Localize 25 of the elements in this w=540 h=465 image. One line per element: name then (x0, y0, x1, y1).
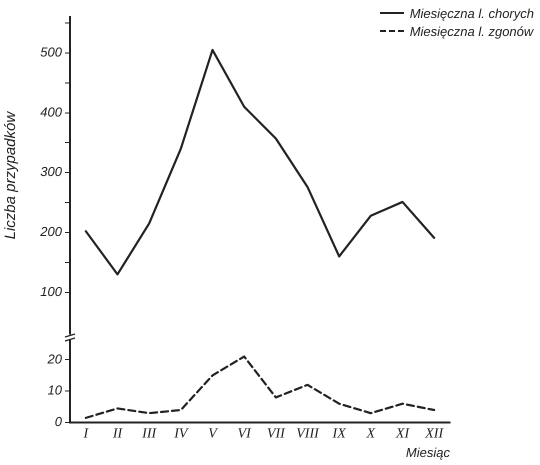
y-tick-label: 400 (40, 104, 63, 120)
legend-label: Miesięczna l. chorych (410, 6, 534, 20)
x-tick-label: VI (238, 426, 252, 442)
text: Miesięczna l. zgonów (410, 24, 534, 38)
x-tick-label: XII (424, 426, 444, 442)
y-tick-label: 20 (46, 351, 63, 366)
x-tick-label: III (141, 426, 158, 442)
y-tick-label: 0 (54, 414, 63, 430)
y-tick-label: 300 (40, 164, 63, 180)
y-tick-label: 10 (48, 382, 63, 398)
x-tick-label: VIII (296, 426, 320, 442)
x-tick-label: IX (332, 426, 346, 442)
y-tick-label: 500 (40, 44, 63, 60)
x-tick-label: V (208, 426, 218, 442)
x-tick-label: XI (394, 426, 410, 442)
y-tick-label: 200 (39, 224, 63, 240)
x-tick-label: IV (173, 426, 189, 442)
x-tick-label: I (82, 426, 90, 442)
x-tick-label: VII (266, 426, 286, 442)
x-axis-title: Miesiąc (406, 444, 450, 460)
line-series (84, 355, 436, 419)
y-axis-title: Liczba przypadków (2, 110, 20, 240)
x-tick-label: X (366, 426, 376, 442)
x-tick-label: II (112, 426, 124, 442)
y-tick-label: 100 (40, 284, 63, 299)
